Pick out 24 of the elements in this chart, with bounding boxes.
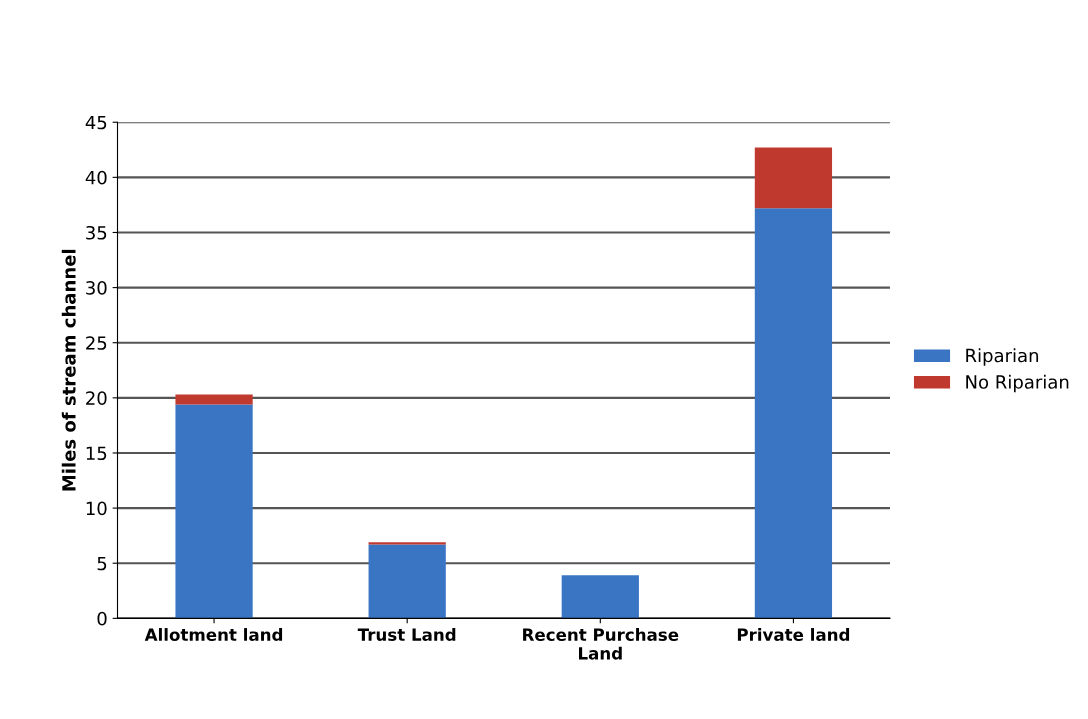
x-tick-label: Private land	[737, 628, 850, 641]
y-tick-label: 10	[86, 501, 107, 516]
bar	[754, 147, 833, 209]
bar	[754, 208, 833, 619]
bar	[561, 575, 639, 619]
y-axis-title: Miles of stream channel	[61, 249, 76, 491]
y-tick-label: 40	[85, 170, 107, 185]
y-tick-label: 35	[86, 225, 107, 240]
x-tick-label: Allotment land	[144, 628, 283, 641]
legend-label: No Riparian	[966, 374, 1069, 393]
bar	[368, 544, 446, 619]
x-tick-label: Trust Land	[357, 628, 456, 641]
x-tick-label: Recent Purchase Land	[523, 628, 679, 660]
y-tick-label: 5	[97, 556, 107, 571]
bar	[175, 394, 253, 405]
y-tick-label: 30	[86, 281, 107, 295]
bar	[368, 542, 446, 545]
y-tick-label: 0	[97, 611, 107, 626]
bar	[175, 404, 253, 619]
legend-label: Riparian	[966, 348, 1039, 366]
y-tick-label: 15	[86, 446, 107, 461]
y-tick-label: 25	[86, 336, 107, 350]
y-tick-label: 45	[85, 115, 107, 130]
y-tick-label: 20	[86, 391, 107, 405]
